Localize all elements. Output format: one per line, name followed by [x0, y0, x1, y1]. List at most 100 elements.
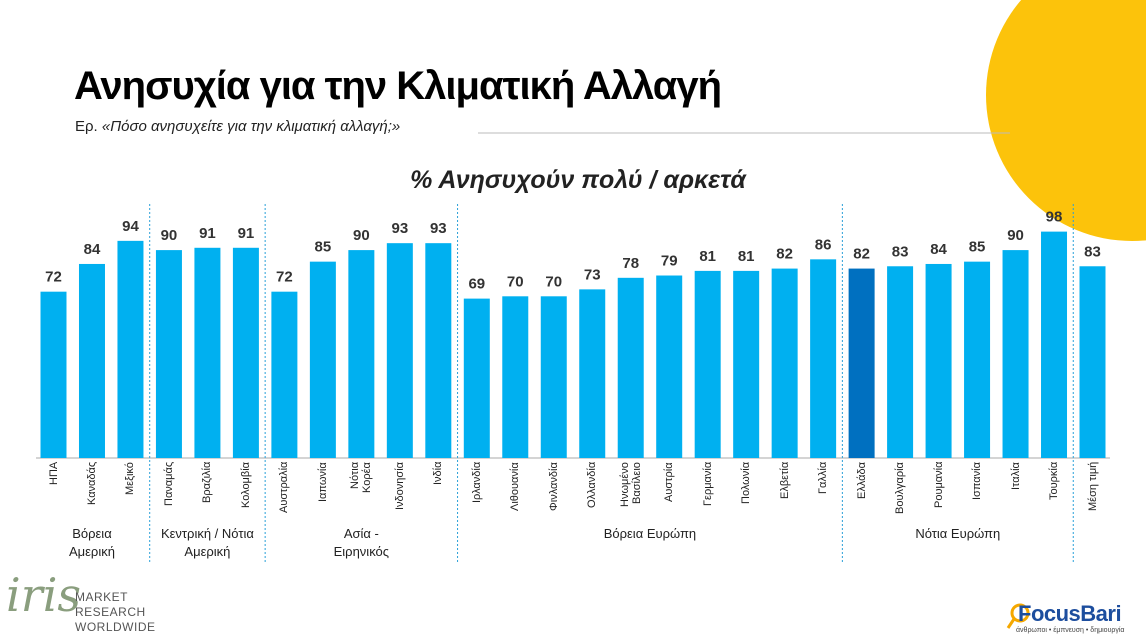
bar: [463, 298, 490, 458]
category-wrap: Πολωνία: [728, 462, 764, 520]
category-wrap: Φινλανδία: [536, 462, 572, 520]
category-wrap: Γερμανία: [690, 462, 726, 520]
bar: [502, 296, 529, 458]
value-label: 84: [930, 241, 947, 258]
x-tick-label: Βραζιλία: [201, 462, 214, 504]
value-label: 91: [199, 225, 216, 242]
x-tick-label: Βουλγαρία: [894, 462, 907, 514]
x-tick-label: Νότια Κορέα: [349, 462, 374, 493]
x-tick-label: Ιαπωνία: [316, 462, 329, 502]
value-label: 93: [430, 220, 447, 237]
question: «Πόσο ανησυχείτε για την κλιματική αλλαγ…: [101, 118, 401, 135]
value-label: 85: [969, 239, 986, 256]
bar: [579, 289, 606, 458]
value-label: 72: [276, 269, 293, 286]
category-wrap: Μέση τιμή: [1075, 462, 1111, 520]
category-wrap: Κολομβία: [228, 462, 264, 520]
category-wrap: Παναμάς: [151, 462, 187, 520]
bar: [117, 240, 144, 458]
group-label: Κεντρική / Νότια Αμερική: [160, 526, 254, 559]
category-wrap: Νότια Κορέα: [343, 462, 379, 520]
logo-iris: iris: [6, 568, 82, 622]
x-tick-label: ΗΠΑ: [47, 462, 60, 486]
bar: [810, 259, 837, 458]
x-tick-label: Παναμάς: [162, 462, 175, 507]
group-label: Ασία - Ειρηνικός: [333, 526, 390, 559]
value-label: 79: [661, 253, 678, 270]
bar: [271, 291, 298, 458]
value-label: 98: [1046, 209, 1063, 226]
title: Ανησυχία για την Κλιματική Αλλαγή: [74, 64, 722, 108]
value-label: 73: [584, 266, 601, 283]
bar: [1079, 266, 1106, 458]
group-label: Νότια Ευρώπη: [915, 526, 1001, 541]
bar: [1041, 231, 1068, 458]
x-tick-label: Καναδάς: [85, 462, 98, 506]
x-tick-label: Τουρκία: [1048, 462, 1061, 501]
bar: [386, 243, 413, 458]
value-label: 93: [391, 220, 408, 237]
subtitle: Ερ. «Πόσο ανησυχείτε για την κλιματική α…: [75, 118, 400, 135]
category-wrap: Ιρλανδία: [459, 462, 495, 520]
value-label: 84: [84, 241, 101, 258]
category-wrap: Ελλάδα: [844, 462, 880, 520]
value-label: 90: [1007, 227, 1024, 244]
category-wrap: Γαλλία: [805, 462, 841, 520]
bar: [848, 268, 875, 458]
group-label: Βόρεια Αμερική: [68, 526, 115, 559]
category-wrap: Καναδάς: [74, 462, 110, 520]
value-label: 94: [122, 218, 139, 235]
category-wrap: Ιαπωνία: [305, 462, 341, 520]
category-wrap: Ινδονησία: [382, 462, 418, 520]
value-label: 86: [815, 236, 832, 253]
x-tick-label: Κολομβία: [239, 462, 252, 509]
bar: [771, 268, 798, 458]
x-tick-label: Ολλανδία: [586, 462, 599, 509]
chart-title: % Ανησυχούν πολύ / αρκετά: [410, 166, 746, 194]
value-label: 83: [892, 243, 909, 260]
value-label: 81: [738, 248, 755, 265]
bar: [733, 270, 760, 458]
category-wrap: Ολλανδία: [574, 462, 610, 520]
x-tick-label: Γαλλία: [817, 462, 830, 495]
bar: [617, 277, 644, 458]
value-label: 85: [315, 239, 332, 256]
bar: [656, 275, 683, 458]
bar: [925, 263, 952, 458]
bar: [964, 261, 991, 458]
x-tick-label: Μέση τιμή: [1086, 462, 1099, 512]
group-label: Βόρεια Ευρώπη: [603, 526, 697, 541]
value-label: 90: [353, 227, 370, 244]
bar: [348, 250, 375, 458]
category-wrap: Ινδία: [420, 462, 456, 520]
category-wrap: Ισπανία: [959, 462, 995, 520]
x-tick-label: Ελλάδα: [855, 462, 868, 500]
value-label: 78: [622, 255, 639, 272]
category-wrap: Ελβετία: [767, 462, 803, 520]
x-tick-label: Ινδονησία: [393, 462, 406, 511]
bar: [194, 247, 221, 458]
category-wrap: Ηνωμένο Βασίλειο: [613, 462, 649, 520]
logo-tagline: άνθρωποι • έμπνευση • δημιουργία: [1016, 627, 1125, 634]
x-tick-label: Ρουμανία: [932, 462, 945, 509]
subtitle-prefix: Ερ.: [75, 118, 98, 135]
bar: [887, 266, 914, 458]
logo-iris-text: MARKET RESEARCH WORLDWIDE: [75, 590, 156, 634]
category-wrap: ΗΠΑ: [36, 462, 72, 520]
category-wrap: Ιταλία: [998, 462, 1034, 520]
category-wrap: Βουλγαρία: [882, 462, 918, 520]
x-tick-label: Ελβετία: [778, 462, 791, 500]
bar: [1002, 250, 1029, 458]
logo-ring: [1010, 603, 1030, 623]
logo-focus: FocusBari: [1018, 601, 1122, 626]
category-wrap: Τουρκία: [1036, 462, 1072, 520]
decor-circle: [986, 0, 1146, 241]
x-tick-label: Ιρλανδία: [470, 462, 483, 504]
category-wrap: Βραζιλία: [189, 462, 225, 520]
value-label: 81: [699, 248, 716, 265]
bar: [78, 263, 105, 458]
x-tick-label: Μεξικό: [124, 462, 137, 495]
